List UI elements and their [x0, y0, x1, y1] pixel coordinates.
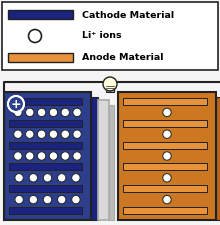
- FancyBboxPatch shape: [9, 98, 82, 105]
- Circle shape: [163, 108, 171, 117]
- FancyBboxPatch shape: [106, 84, 114, 92]
- Circle shape: [61, 152, 70, 160]
- Circle shape: [8, 96, 24, 112]
- FancyBboxPatch shape: [9, 207, 82, 214]
- Circle shape: [26, 130, 34, 138]
- Circle shape: [73, 152, 81, 160]
- FancyBboxPatch shape: [9, 120, 82, 127]
- Circle shape: [61, 108, 70, 117]
- Circle shape: [37, 108, 46, 117]
- FancyBboxPatch shape: [8, 10, 73, 19]
- Circle shape: [163, 195, 171, 204]
- FancyBboxPatch shape: [91, 97, 98, 220]
- Circle shape: [72, 174, 80, 182]
- Circle shape: [14, 108, 22, 117]
- Circle shape: [29, 29, 42, 43]
- Circle shape: [61, 130, 70, 138]
- Text: Cathode Material: Cathode Material: [82, 11, 174, 20]
- FancyBboxPatch shape: [8, 53, 73, 62]
- Circle shape: [43, 195, 52, 204]
- FancyBboxPatch shape: [2, 2, 218, 70]
- FancyBboxPatch shape: [123, 120, 207, 127]
- FancyBboxPatch shape: [216, 97, 220, 220]
- Circle shape: [49, 108, 58, 117]
- Circle shape: [14, 130, 22, 138]
- Circle shape: [57, 195, 66, 204]
- Circle shape: [14, 152, 22, 160]
- FancyBboxPatch shape: [9, 142, 82, 148]
- Text: +: +: [11, 97, 21, 110]
- Circle shape: [37, 130, 46, 138]
- Circle shape: [103, 77, 117, 91]
- Circle shape: [43, 174, 52, 182]
- Circle shape: [29, 174, 37, 182]
- FancyBboxPatch shape: [123, 163, 207, 170]
- FancyBboxPatch shape: [9, 185, 82, 192]
- Circle shape: [163, 130, 171, 138]
- Circle shape: [15, 174, 23, 182]
- Circle shape: [15, 195, 23, 204]
- Circle shape: [163, 152, 171, 160]
- Circle shape: [37, 152, 46, 160]
- Circle shape: [49, 152, 58, 160]
- Circle shape: [26, 152, 34, 160]
- FancyBboxPatch shape: [109, 105, 114, 220]
- Text: Anode Material: Anode Material: [82, 54, 163, 63]
- FancyBboxPatch shape: [9, 163, 82, 170]
- Circle shape: [73, 130, 81, 138]
- Circle shape: [163, 174, 171, 182]
- FancyBboxPatch shape: [123, 142, 207, 148]
- Circle shape: [49, 130, 58, 138]
- Circle shape: [26, 108, 34, 117]
- Circle shape: [73, 108, 81, 117]
- FancyBboxPatch shape: [123, 98, 207, 105]
- FancyBboxPatch shape: [98, 100, 109, 220]
- FancyBboxPatch shape: [4, 92, 91, 220]
- Circle shape: [29, 195, 37, 204]
- FancyBboxPatch shape: [123, 207, 207, 214]
- Circle shape: [72, 195, 80, 204]
- FancyBboxPatch shape: [118, 92, 216, 220]
- Text: Li⁺ ions: Li⁺ ions: [82, 32, 122, 40]
- FancyBboxPatch shape: [123, 185, 207, 192]
- Circle shape: [57, 174, 66, 182]
